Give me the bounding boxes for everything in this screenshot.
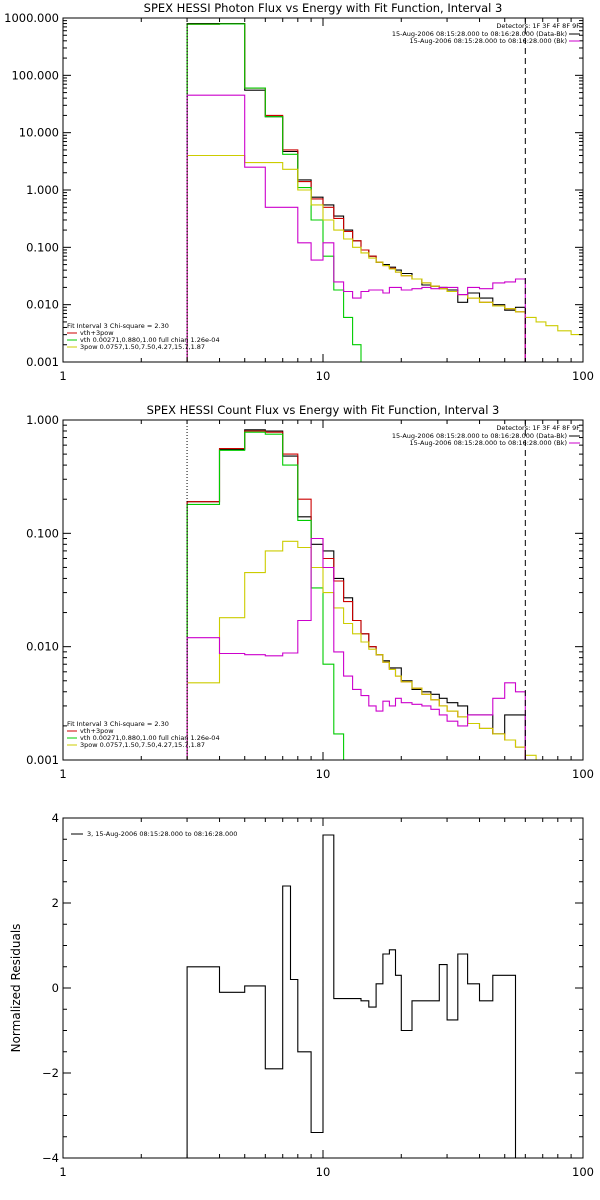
x-tick-label: 1 [59, 1165, 66, 1179]
fit-legend-header: Fit Interval 3 Chi-square = 2.30 [67, 322, 169, 330]
x-tick-label: 100 [572, 767, 594, 781]
series-line-3 [186, 431, 345, 760]
y-tick-label: −2 [42, 1066, 59, 1080]
fit-legend-entry: vth 0.00271,0.880,1.00 full chian 1.26e-… [80, 336, 220, 344]
chart-1: SPEX HESSI Photon Flux vs Energy with Fi… [4, 1, 594, 383]
fit-legend-entry: vth 0.00271,0.880,1.00 full chian 1.26e-… [80, 734, 220, 742]
series-line-2 [186, 430, 526, 760]
series-line-2 [186, 23, 526, 362]
y-tick-label: 0.001 [26, 355, 59, 369]
fit-legend-entry: vth+3pow [80, 329, 114, 337]
fit-legend-entry: 3pow 0.0757,1.50,7.50,4.27,15.7,1.87 [80, 343, 205, 351]
y-tick-label: 2 [52, 896, 59, 910]
series-line-5 [186, 537, 526, 760]
chart-title: SPEX HESSI Photon Flux vs Energy with Fi… [144, 1, 503, 15]
y-tick-label: 1000.000 [4, 11, 59, 25]
x-tick-label: 100 [572, 1165, 594, 1179]
x-tick-label: 10 [316, 767, 331, 781]
plot-area [186, 834, 517, 1158]
x-tick-label: 100 [572, 369, 594, 383]
legend-entry: 15-Aug-2006 08:15:28.000 to 08:16:28.000… [392, 30, 567, 38]
fit-legend-header: Fit Interval 3 Chi-square = 2.30 [67, 720, 169, 728]
legend-entry: 15-Aug-2006 08:15:28.000 to 08:16:28.000… [410, 439, 567, 447]
series-line-3 [186, 23, 362, 362]
y-tick-label: −4 [42, 1151, 59, 1165]
series-line-4 [186, 154, 583, 362]
y-axis-label: Normalized Residuals [9, 924, 23, 1053]
y-tick-label: 10.000 [19, 126, 59, 140]
y-tick-label: 0.100 [26, 526, 59, 540]
series-line-1 [186, 23, 526, 362]
y-tick-label: 0.010 [26, 298, 59, 312]
y-tick-label: 100.000 [11, 68, 59, 82]
series-line-1 [186, 429, 526, 760]
fit-legend-entry: 3pow 0.0757,1.50,7.50,4.27,15.7,1.87 [80, 741, 205, 749]
chart-2: SPEX HESSI Count Flux vs Energy with Fit… [26, 403, 594, 781]
plot-area [186, 420, 546, 760]
legend-entry: 15-Aug-2006 08:15:28.000 to 08:16:28.000… [392, 432, 567, 440]
legend-entry: 15-Aug-2006 08:15:28.000 to 08:16:28.000… [410, 37, 567, 45]
y-tick-label: 0.001 [26, 753, 59, 767]
fit-legend-entry: vth+3pow [80, 727, 114, 735]
legend-entry: 3, 15-Aug-2006 08:15:28.000 to 08:16:28.… [87, 830, 237, 838]
y-tick-label: 0.100 [26, 240, 59, 254]
x-tick-label: 10 [316, 369, 331, 383]
detectors-label: Detectors: 1F 3F 4F 8F 9F [496, 424, 580, 432]
detectors-label: Detectors: 1F 3F 4F 8F 9F [496, 22, 580, 30]
y-tick-label: 4 [52, 811, 59, 825]
y-tick-label: 0.010 [26, 640, 59, 654]
chart-title: SPEX HESSI Count Flux vs Energy with Fit… [147, 403, 500, 417]
series-line-5 [186, 94, 526, 362]
series-line-1 [186, 834, 517, 1158]
series-line-4 [186, 540, 546, 760]
x-tick-label: 1 [59, 369, 66, 383]
chart-3: Normalized Residuals 1 10 100 −4 −2 0 2 4 3, 15-A… [9, 811, 594, 1179]
x-tick-label: 1 [59, 767, 66, 781]
x-tick-label: 10 [316, 1165, 331, 1179]
y-tick-label: 1.000 [26, 413, 59, 427]
y-tick-label: 0 [52, 981, 59, 995]
plot-area [186, 18, 583, 362]
y-tick-label: 1.000 [26, 183, 59, 197]
